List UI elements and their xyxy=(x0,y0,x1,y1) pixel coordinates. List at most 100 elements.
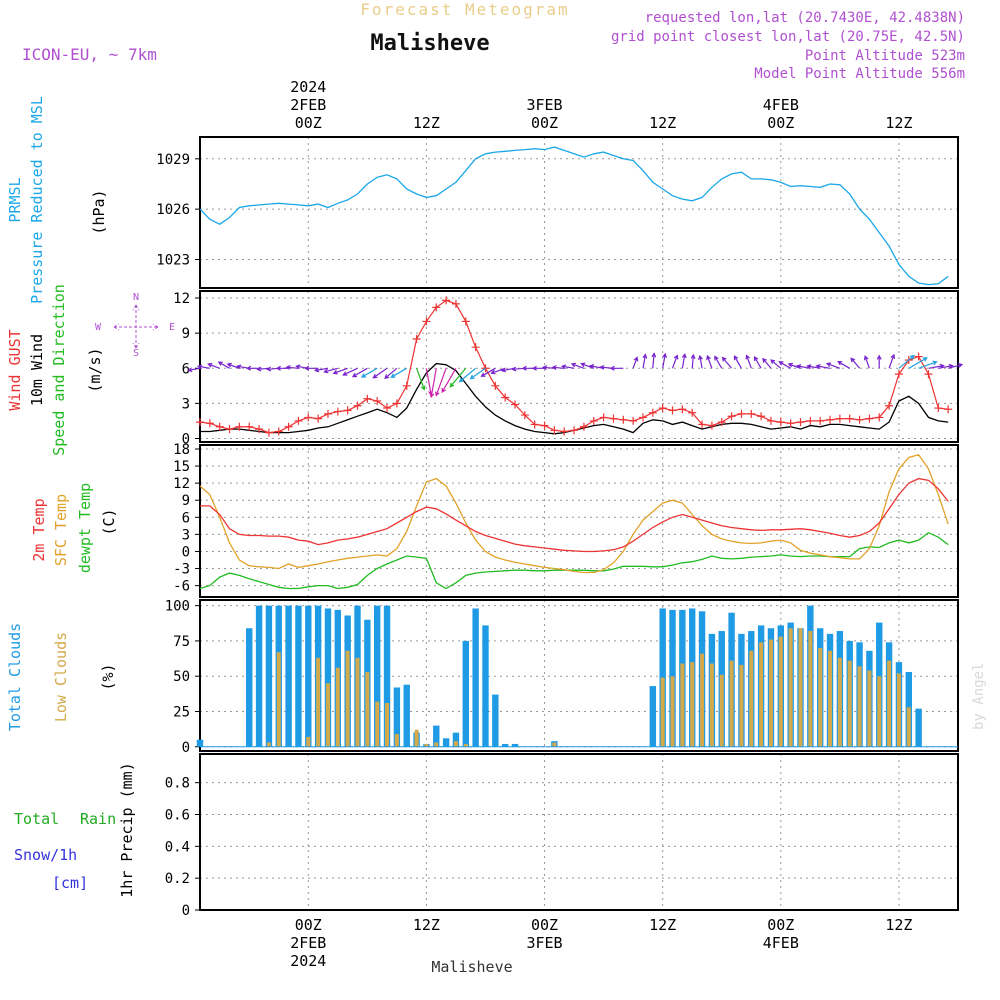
total-cloud-bar xyxy=(403,684,410,747)
label-speed-direction: Speed and Direction xyxy=(50,284,68,456)
ytick-label: 0 xyxy=(182,431,190,447)
gust-marker xyxy=(658,404,667,413)
gust-marker xyxy=(225,425,234,434)
ytick-label: -6 xyxy=(173,579,190,595)
ytick-label: 12 xyxy=(173,291,190,307)
low-cloud-bar xyxy=(394,734,399,747)
wind-arrow xyxy=(681,353,687,369)
low-cloud-bar xyxy=(266,742,271,747)
compass-w: W xyxy=(95,322,102,333)
wind-arrow xyxy=(850,357,861,369)
wind-arrow xyxy=(285,365,299,370)
gust-marker xyxy=(422,317,431,326)
wind-arrow xyxy=(416,368,426,391)
gust-marker xyxy=(520,411,529,420)
wind-arrow xyxy=(898,354,915,369)
gust-marker xyxy=(314,414,323,423)
wind-arrow xyxy=(187,367,201,373)
wind-arrow xyxy=(753,355,762,369)
ylabel-pct: (%) xyxy=(99,663,117,690)
gust-marker xyxy=(215,422,224,431)
low-cloud-bar xyxy=(798,628,803,747)
total-cloud-bar xyxy=(472,608,479,747)
gust-marker xyxy=(343,406,352,415)
wind-arrow xyxy=(458,367,476,383)
bottom-time-label: 00Z xyxy=(531,916,558,934)
ytick-label: -3 xyxy=(173,562,190,578)
wind-arrow xyxy=(706,354,713,369)
gust-marker xyxy=(668,406,677,415)
low-cloud-bar xyxy=(335,667,340,747)
ytick-label: 0 xyxy=(182,544,190,560)
total-cloud-bar xyxy=(196,739,204,747)
low-cloud-bar xyxy=(375,701,380,747)
wind-arrow xyxy=(745,354,752,369)
total-cloud-bar xyxy=(324,608,332,747)
gust-marker xyxy=(727,412,736,421)
label-pressure-msl: Pressure Reduced to MSL xyxy=(28,96,46,304)
label-10m-wind: 10m Wind xyxy=(28,334,46,406)
low-cloud-bar xyxy=(453,741,458,747)
low-cloud-bar xyxy=(818,647,823,747)
top-time-label: 12Z xyxy=(885,114,912,132)
wind-arrow xyxy=(342,367,358,376)
gust-marker xyxy=(392,399,401,408)
wind-arrow xyxy=(425,368,433,396)
low-cloud-bar xyxy=(857,666,862,747)
total-cloud-bar xyxy=(442,738,450,747)
top-time-label: 00Z xyxy=(531,114,558,132)
total-cloud-bar xyxy=(511,743,519,747)
low-cloud-bar xyxy=(660,677,665,747)
ytick-label: 6 xyxy=(182,361,190,377)
compass-arrows xyxy=(113,304,159,349)
low-cloud-bar xyxy=(906,707,911,747)
low-cloud-bar xyxy=(276,652,281,747)
temp2m-line xyxy=(200,477,949,553)
gust-marker xyxy=(383,404,392,413)
total-cloud-bar xyxy=(482,625,489,747)
wind-arrow xyxy=(429,368,437,399)
gust-marker xyxy=(855,415,864,424)
gust-marker xyxy=(629,416,638,425)
gust-marker xyxy=(914,352,923,361)
label-snow: Snow/1h xyxy=(14,846,77,864)
bottom-time-label: 00Z xyxy=(767,916,794,934)
low-cloud-bar xyxy=(345,650,350,747)
gust-marker xyxy=(560,427,569,436)
low-cloud-bar xyxy=(385,703,390,747)
footer-location: Malisheve xyxy=(431,958,512,976)
total-cloud-bar xyxy=(246,628,253,747)
ytick-label: 0.6 xyxy=(165,807,190,823)
label-total: Total xyxy=(14,810,59,828)
panel-frame xyxy=(199,444,959,598)
wind-arrow xyxy=(372,367,388,379)
wind-arrow xyxy=(825,362,841,369)
wind-arrow xyxy=(632,356,639,369)
gust-marker xyxy=(589,416,598,425)
gust-marker xyxy=(264,428,273,437)
low-cloud-bar xyxy=(729,660,734,747)
gust-marker xyxy=(688,408,697,417)
ylabel-precip: 1hr Precip (mm) xyxy=(118,762,136,897)
low-cloud-bar xyxy=(355,657,360,747)
wind-arrow xyxy=(671,354,679,369)
gust-marker xyxy=(255,425,264,434)
ytick-label: 1026 xyxy=(156,202,190,218)
wind-arrow xyxy=(778,361,791,369)
wind-arrow xyxy=(256,366,269,372)
label-low-clouds: Low Clouds xyxy=(52,632,70,722)
gust-marker xyxy=(619,415,628,424)
top-time-label: 4FEB xyxy=(763,96,799,114)
label-prmsl: PRMSL xyxy=(6,177,24,222)
bottom-time-label: 4FEB xyxy=(763,934,799,952)
label-wind-gust: Wind GUST xyxy=(6,329,24,410)
low-cloud-bar xyxy=(887,660,892,747)
gust-marker xyxy=(698,420,707,429)
pressure-line xyxy=(199,146,949,286)
label-total-clouds: Total Clouds xyxy=(6,623,24,731)
wind-arrow xyxy=(207,362,220,369)
bottom-time-label: 12Z xyxy=(885,916,912,934)
low-cloud-bar xyxy=(709,663,714,747)
